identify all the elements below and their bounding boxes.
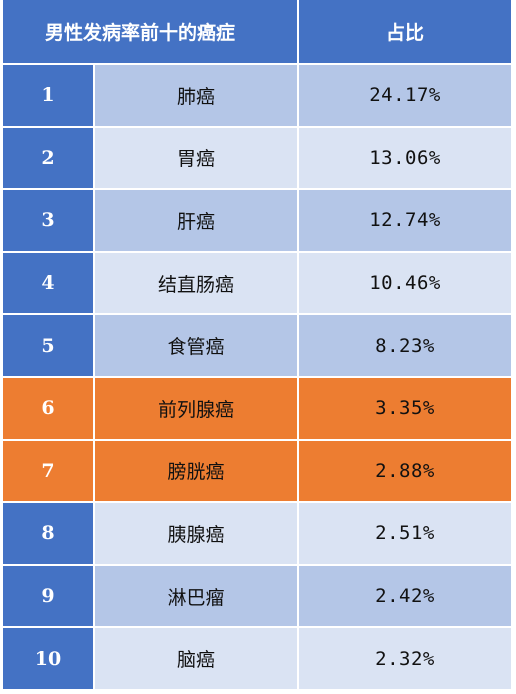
cancer-name-cell: 肝癌 xyxy=(94,189,300,253)
table-row: 6 前列腺癌 3.35% xyxy=(3,376,512,441)
cancer-name-cell: 食管癌 xyxy=(94,314,300,378)
header-percentage: 占比 xyxy=(298,0,512,65)
table-body: 1 肺癌 24.17% 2 胃癌 13.06% 3 肝癌 12.74% 4 结直… xyxy=(3,64,512,691)
table-row: 8 胰腺癌 2.51% xyxy=(3,502,512,566)
rank-cell: 5 xyxy=(3,314,95,378)
cancer-name-cell: 前列腺癌 xyxy=(94,376,300,441)
table-header-row: 男性发病率前十的癌症 占比 xyxy=(3,0,512,65)
cancer-name-cell: 胃癌 xyxy=(94,126,300,191)
cancer-name-cell: 脑癌 xyxy=(94,627,300,691)
table-row: 1 肺癌 24.17% xyxy=(3,64,512,128)
percentage-cell: 2.42% xyxy=(298,564,512,629)
cancer-name-cell: 肺癌 xyxy=(94,64,300,128)
percentage-cell: 3.35% xyxy=(298,376,512,441)
table-row: 2 胃癌 13.06% xyxy=(3,126,512,191)
rank-cell: 2 xyxy=(3,126,95,191)
percentage-cell: 8.23% xyxy=(298,314,512,378)
percentage-cell: 12.74% xyxy=(298,189,512,253)
rank-cell: 7 xyxy=(3,439,95,504)
cancer-name-cell: 淋巴瘤 xyxy=(94,564,300,629)
rank-cell: 8 xyxy=(3,502,95,566)
cancer-name-cell: 结直肠癌 xyxy=(94,251,300,316)
table-row: 4 结直肠癌 10.46% xyxy=(3,251,512,316)
percentage-cell: 13.06% xyxy=(298,126,512,191)
table-row: 3 肝癌 12.74% xyxy=(3,189,512,253)
rank-cell: 6 xyxy=(3,376,95,441)
percentage-cell: 2.88% xyxy=(298,439,512,504)
rank-cell: 9 xyxy=(3,564,95,629)
header-cancer-name: 男性发病率前十的癌症 xyxy=(3,0,300,65)
table-row: 7 膀胱癌 2.88% xyxy=(3,439,512,504)
table-row: 9 淋巴瘤 2.42% xyxy=(3,564,512,629)
table-row: 10 脑癌 2.32% xyxy=(3,627,512,691)
percentage-cell: 2.32% xyxy=(298,627,512,691)
rank-cell: 1 xyxy=(3,64,95,128)
table-row: 5 食管癌 8.23% xyxy=(3,314,512,378)
cancer-name-cell: 膀胱癌 xyxy=(94,439,300,504)
rank-cell: 10 xyxy=(3,627,95,691)
rank-cell: 4 xyxy=(3,251,95,316)
percentage-cell: 2.51% xyxy=(298,502,512,566)
cancer-name-cell: 胰腺癌 xyxy=(94,502,300,566)
percentage-cell: 10.46% xyxy=(298,251,512,316)
cancer-ranking-table-container: 男性发病率前十的癌症 占比 1 肺癌 24.17% 2 胃癌 13.06% 3 … xyxy=(3,0,512,691)
cancer-ranking-table: 男性发病率前十的癌症 占比 1 肺癌 24.17% 2 胃癌 13.06% 3 … xyxy=(3,0,512,691)
rank-cell: 3 xyxy=(3,189,95,253)
percentage-cell: 24.17% xyxy=(298,64,512,128)
